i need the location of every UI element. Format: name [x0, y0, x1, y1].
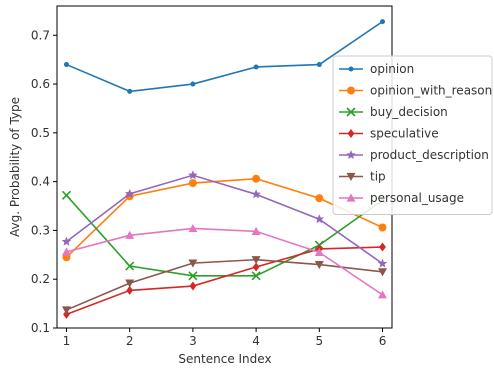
data-point — [251, 226, 261, 235]
legend-box — [332, 55, 493, 215]
y-axis-ticks: 0.1 0.2 0.3 0.4 0.5 0.6 0.7 — [31, 28, 57, 335]
data-point — [314, 214, 325, 224]
data-point — [61, 190, 72, 200]
data-point — [314, 260, 324, 270]
y-tick-label: 0.2 — [31, 272, 50, 286]
data-point — [61, 236, 72, 246]
legend-marker — [346, 193, 356, 202]
y-tick-label: 0.5 — [31, 126, 50, 140]
data-point — [316, 62, 322, 68]
data-point — [251, 256, 261, 265]
data-point — [378, 268, 388, 277]
y-tick-label: 0.6 — [31, 77, 50, 91]
x-tick-label: 2 — [126, 334, 134, 348]
data-point — [377, 258, 388, 268]
data-point — [379, 242, 386, 252]
data-point — [314, 247, 324, 256]
data-point — [188, 259, 198, 268]
legend-item: buy_decision — [339, 105, 448, 119]
data-point — [378, 290, 388, 299]
data-point — [127, 88, 133, 94]
series-line — [66, 258, 383, 311]
data-point — [253, 64, 259, 70]
x-tick-label: 3 — [189, 334, 197, 348]
legend-label: personal_usage — [370, 191, 464, 205]
series-product-description — [61, 170, 388, 268]
data-point — [378, 223, 387, 232]
data-point — [125, 230, 135, 239]
legend-item: personal_usage — [339, 191, 464, 205]
series-line — [66, 246, 383, 316]
data-point — [252, 262, 260, 272]
series-line — [65, 174, 383, 265]
y-axis-label: Avg. Probability of Type — [8, 97, 22, 237]
x-axis-ticks: 1 2 3 4 5 6 — [63, 328, 387, 348]
legend-marker — [348, 66, 354, 72]
legend-marker — [346, 150, 356, 160]
data-point — [63, 62, 69, 68]
x-tick-label: 1 — [63, 334, 71, 348]
data-point — [125, 261, 135, 271]
series-speculative — [63, 242, 386, 319]
legend-label: product_description — [370, 148, 489, 162]
legend-item: speculative — [339, 127, 439, 141]
data-point — [188, 271, 198, 281]
legend-label: buy_decision — [370, 105, 448, 119]
x-tick-label: 6 — [379, 334, 387, 348]
series-line — [66, 227, 383, 296]
y-tick-label: 0.3 — [31, 223, 50, 237]
series-opinion — [63, 19, 386, 94]
data-point — [125, 279, 135, 288]
data-point — [380, 19, 386, 25]
legend-label: opinion_with_reason — [370, 84, 492, 98]
legend-item: opinion_with_reason — [339, 84, 492, 98]
y-tick-label: 0.7 — [31, 28, 50, 42]
series-tip — [61, 256, 388, 315]
series-line — [66, 20, 383, 93]
series-personal-usage — [61, 223, 388, 299]
data-point — [251, 271, 261, 281]
data-point — [189, 281, 197, 291]
x-tick-label: 4 — [252, 334, 260, 348]
data-point — [188, 223, 198, 233]
legend-item: tip — [339, 170, 386, 184]
x-axis-label: Sentence Index — [178, 352, 271, 366]
legend-marker — [347, 129, 355, 138]
legend-label: tip — [370, 170, 386, 184]
legend-marker — [346, 107, 356, 117]
data-point — [190, 81, 196, 87]
data-point — [188, 170, 198, 180]
legend-marker — [346, 172, 356, 181]
legend-marker — [347, 86, 355, 95]
legend-label: opinion — [370, 62, 414, 76]
data-point — [188, 179, 197, 188]
series-layer — [61, 19, 388, 319]
data-point — [315, 194, 324, 203]
x-tick-label: 5 — [315, 334, 323, 348]
legend-item: opinion — [339, 62, 414, 76]
legend-item: product_description — [339, 148, 489, 162]
legend: opinion opinion_with_reason buy_decisionsp… — [332, 55, 493, 215]
series-line — [65, 177, 383, 258]
y-tick-label: 0.1 — [31, 321, 50, 335]
y-tick-label: 0.4 — [31, 175, 50, 189]
data-point — [126, 285, 134, 295]
data-point — [61, 306, 71, 315]
legend-label: speculative — [370, 127, 439, 141]
data-point — [124, 188, 135, 198]
data-point — [251, 189, 261, 199]
data-point — [252, 174, 261, 183]
data-point — [61, 247, 71, 256]
